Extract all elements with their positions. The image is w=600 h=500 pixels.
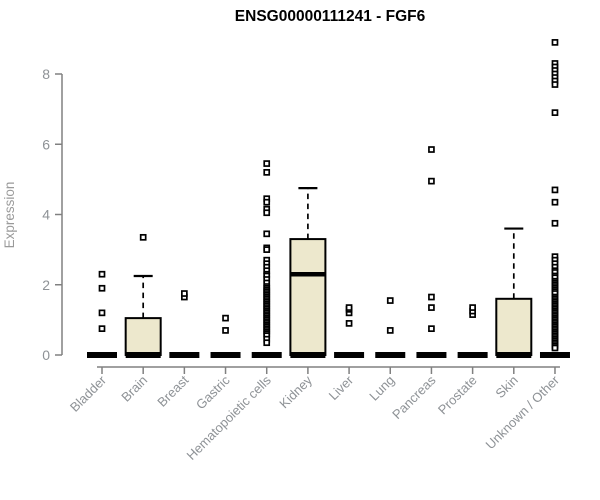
zero-median-bar [539, 352, 570, 358]
zero-median-bar [251, 352, 282, 358]
x-category-label: Unknown / Other [483, 372, 563, 452]
outlier-point [181, 290, 188, 297]
outlier-point [263, 339, 271, 347]
outlier-point [263, 160, 271, 167]
outlier-point [98, 325, 106, 333]
y-tick-label: 4 [42, 207, 50, 223]
box-body [495, 297, 533, 356]
box-bladder [87, 270, 117, 358]
outlier-point [98, 284, 106, 292]
zero-median-bar [290, 352, 326, 358]
y-tick-label: 6 [42, 136, 50, 152]
outlier-point [263, 246, 271, 253]
outlier-point [386, 327, 394, 334]
outlier-point [263, 230, 271, 238]
x-category-label: Bladder [67, 372, 110, 415]
outlier-point [263, 209, 271, 217]
box-breast [169, 290, 200, 358]
zero-median-bar [169, 352, 200, 358]
x-category-label: Brain [118, 373, 150, 405]
zero-median-bar [334, 352, 365, 358]
outlier-point [428, 293, 435, 301]
outlier-point [428, 304, 435, 311]
outlier-point [428, 177, 435, 185]
outlier-point [428, 325, 435, 333]
zero-median-bar [375, 352, 406, 358]
outlier-point [551, 186, 559, 194]
outlier-point [386, 297, 394, 304]
outlier-point [428, 146, 435, 153]
box-gastric [210, 314, 241, 358]
outlier-point [551, 344, 559, 352]
outlier-point [551, 81, 559, 88]
outlier-point [98, 270, 106, 278]
box-lung [375, 297, 406, 358]
zero-median-bar [87, 352, 117, 358]
y-tick-label: 2 [42, 277, 50, 293]
x-category-label: Pancreas [389, 372, 439, 422]
x-category-label: Skin [492, 373, 520, 401]
y-axis-label: Expression [2, 182, 17, 249]
outlier-point [551, 39, 559, 46]
outlier-point [345, 304, 353, 311]
outlier-point [345, 320, 353, 327]
x-category-label: Breast [154, 372, 191, 409]
box-brain [124, 233, 162, 358]
box-kidney [289, 187, 327, 358]
box-unknown-other [539, 39, 570, 358]
outlier-point [263, 198, 271, 206]
box-pancreas [416, 146, 447, 358]
outlier-point [98, 309, 106, 317]
x-category-label: Liver [326, 372, 357, 403]
x-category-label: Prostate [435, 373, 480, 418]
chart-title: ENSG00000111241 - FGF6 [235, 8, 426, 25]
outlier-point [222, 314, 229, 322]
box-body [289, 238, 327, 356]
zero-median-bar [125, 352, 161, 358]
x-category-label: Kidney [276, 372, 315, 411]
x-category-label: Lung [366, 373, 397, 404]
box-skin [495, 227, 533, 358]
outlier-point [139, 233, 147, 241]
y-tick-label: 8 [42, 66, 50, 82]
zero-median-bar [210, 352, 241, 358]
zero-median-bar [496, 352, 532, 358]
x-category-label: Gastric [193, 372, 233, 412]
outlier-point [263, 169, 271, 176]
box-body [124, 317, 162, 356]
y-tick-label: 0 [42, 347, 50, 363]
box-hematopoietic-cells [251, 160, 282, 358]
outlier-point [551, 198, 559, 206]
box-prostate [457, 304, 488, 358]
box-liver [334, 304, 365, 358]
zero-median-bar [457, 352, 488, 358]
outlier-point [551, 109, 559, 116]
outlier-point [551, 219, 559, 227]
outlier-point [469, 304, 476, 311]
outlier-point [222, 327, 229, 334]
zero-median-bar [416, 352, 447, 358]
